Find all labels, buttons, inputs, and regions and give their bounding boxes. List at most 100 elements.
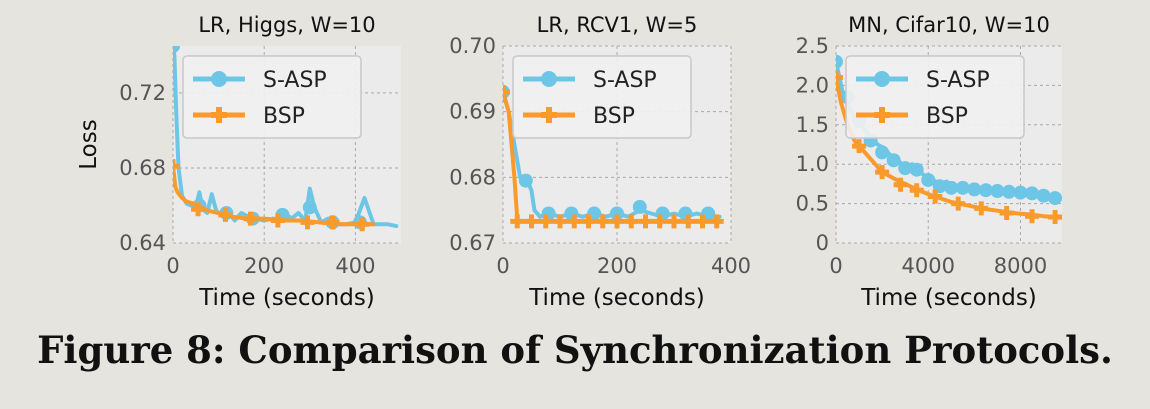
legend-label: BSP <box>926 104 968 129</box>
legend: S-ASP BSP <box>182 55 362 139</box>
x-tick-label: 0 <box>829 254 842 278</box>
y-tick-label: 0.68 <box>119 156 166 180</box>
data-point-s-asp <box>875 145 890 160</box>
x-tick-label: 200 <box>244 254 284 278</box>
data-point-s-asp <box>967 182 982 197</box>
data-point-bsp <box>191 202 206 217</box>
chart-panel-2: 0 200 400 0.67 0.68 0.69 0.70 S-ASP BSP LR, RCV1,… <box>449 13 751 311</box>
x-tick-label: 0 <box>496 254 509 278</box>
legend-marker <box>874 107 890 123</box>
legend-label: BSP <box>593 104 635 129</box>
y-tick-label: 2.0 <box>796 73 829 97</box>
y-tick-label: 1.0 <box>796 152 829 176</box>
y-tick-label: 0.70 <box>449 34 496 58</box>
y-tick-label: 0.64 <box>119 231 166 255</box>
legend-marker <box>211 71 227 87</box>
y-tick-label: 0.67 <box>449 231 496 255</box>
chart-panel-3: 0 4000 8000 0 0.5 1.0 1.5 2.0 2.5 S-ASP BSP MN, Cif… <box>796 13 1062 311</box>
data-point-s-asp <box>1013 185 1028 200</box>
data-point-bsp <box>875 165 890 180</box>
data-point-bsp <box>667 214 681 229</box>
data-point-bsp <box>553 214 567 229</box>
data-point-bsp <box>652 214 667 229</box>
legend-marker <box>541 71 557 87</box>
data-point-bsp <box>928 189 943 204</box>
data-point-bsp <box>909 183 924 198</box>
legend-marker <box>874 71 890 87</box>
data-point-bsp <box>581 214 596 229</box>
data-point-bsp <box>1048 209 1062 224</box>
data-point-bsp <box>709 214 724 229</box>
data-point-s-asp <box>909 162 924 177</box>
data-point-bsp <box>974 201 989 216</box>
data-point-bsp <box>218 207 233 222</box>
data-point-bsp <box>325 215 340 230</box>
data-point-bsp <box>270 213 285 228</box>
x-tick-label: 400 <box>335 254 375 278</box>
data-point-bsp <box>999 206 1014 221</box>
y-tick-label: 2.5 <box>796 34 829 58</box>
legend-label: S-ASP <box>926 68 990 93</box>
data-point-bsp <box>951 196 966 211</box>
data-point-s-asp <box>898 161 913 176</box>
data-point-s-asp <box>302 200 317 215</box>
data-point-s-asp <box>610 206 624 221</box>
chart-title: LR, Higgs, W=10 <box>198 13 375 37</box>
x-tick-label: 400 <box>711 254 751 278</box>
legend-label: S-ASP <box>593 68 657 93</box>
data-point-bsp <box>624 214 639 229</box>
x-tick-label: 200 <box>597 254 637 278</box>
legend-label: S-ASP <box>263 68 327 93</box>
data-point-s-asp <box>955 180 970 195</box>
x-axis-label: Time (seconds) <box>198 285 375 311</box>
data-point-bsp <box>300 215 315 230</box>
data-point-bsp <box>524 214 539 229</box>
data-point-bsp <box>510 214 525 229</box>
data-point-bsp <box>538 214 553 229</box>
data-point-s-asp <box>518 173 533 188</box>
data-point-bsp <box>503 84 510 99</box>
legend-marker <box>211 107 227 123</box>
data-point-s-asp <box>990 183 1005 198</box>
data-point-bsp <box>610 214 624 229</box>
x-tick-label: 4000 <box>902 254 955 278</box>
y-tick-label: 0.69 <box>449 100 496 124</box>
data-point-s-asp <box>1048 191 1062 206</box>
data-point-bsp <box>893 177 908 192</box>
data-point-bsp <box>1025 209 1040 224</box>
data-point-s-asp <box>1036 188 1051 203</box>
data-point-bsp <box>638 214 653 229</box>
data-point-bsp <box>355 217 370 232</box>
data-point-s-asp <box>836 54 843 69</box>
x-axis-label: Time (seconds) <box>860 285 1037 311</box>
legend: S-ASP BSP <box>512 55 692 139</box>
data-point-bsp <box>173 159 180 174</box>
data-point-s-asp <box>1025 186 1040 201</box>
data-point-bsp <box>836 70 843 85</box>
data-point-bsp <box>852 139 867 154</box>
data-point-s-asp <box>944 180 959 195</box>
y-tick-label: 1.5 <box>796 113 829 137</box>
series-group <box>503 84 724 229</box>
y-tick-label: 0.5 <box>796 192 829 216</box>
legend-label: BSP <box>263 104 305 129</box>
data-point-bsp <box>695 214 710 229</box>
y-tick-label: 0.72 <box>119 81 166 105</box>
data-point-s-asp <box>173 46 180 53</box>
legend: S-ASP BSP <box>845 55 1025 139</box>
series-group <box>173 46 399 232</box>
chart-title: MN, Cifar10, W=10 <box>848 13 1050 37</box>
y-tick-label: 0 <box>816 231 829 255</box>
figure-caption: Figure 8: Comparison of Synchronization … <box>37 328 1113 372</box>
chart-panel-1: 0 200 400 0.64 0.68 0.72 S-ASP BSP LR, Higgs, W=… <box>76 13 401 311</box>
data-point-bsp <box>681 214 696 229</box>
data-point-s-asp <box>632 199 647 214</box>
x-tick-label: 8000 <box>994 254 1047 278</box>
legend-marker <box>541 107 557 123</box>
data-point-s-asp <box>1001 184 1016 199</box>
data-point-bsp <box>567 214 582 229</box>
data-point-s-asp <box>978 183 993 198</box>
chart-title: LR, RCV1, W=5 <box>537 13 698 37</box>
x-tick-label: 0 <box>166 254 179 278</box>
